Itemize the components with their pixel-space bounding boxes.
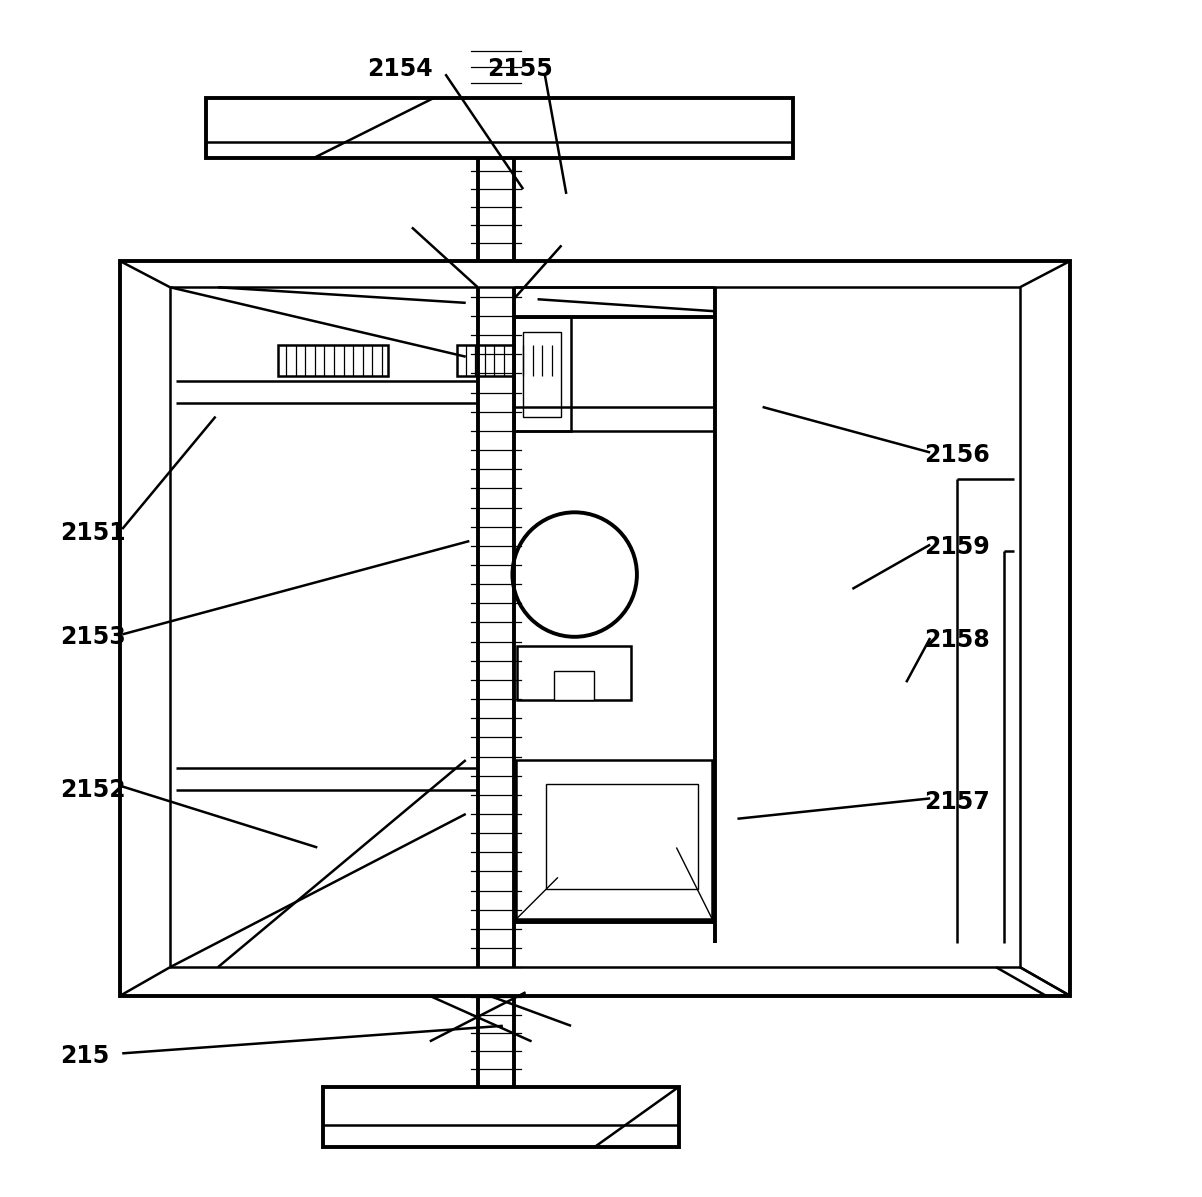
Bar [169, 287, 1020, 967]
Bar [120, 261, 1070, 996]
Bar [523, 332, 561, 417]
Text: 2153: 2153 [60, 625, 126, 649]
Bar [278, 345, 388, 376]
Text: 2159: 2159 [924, 535, 990, 559]
Bar [206, 98, 792, 158]
Text: 2155: 2155 [487, 57, 553, 81]
Bar [516, 760, 713, 919]
Bar [517, 646, 631, 700]
Text: 215: 215 [60, 1044, 109, 1068]
Text: 2157: 2157 [924, 790, 990, 814]
Text: 2158: 2158 [924, 628, 990, 652]
Bar [457, 345, 555, 376]
Circle shape [512, 512, 637, 637]
Bar [323, 1087, 679, 1147]
Bar [554, 670, 594, 700]
Text: 2152: 2152 [60, 778, 125, 802]
Text: 2156: 2156 [924, 443, 990, 467]
Bar [546, 784, 698, 889]
Bar [513, 317, 571, 431]
Text: 2151: 2151 [60, 521, 125, 545]
Text: 2154: 2154 [368, 57, 433, 81]
